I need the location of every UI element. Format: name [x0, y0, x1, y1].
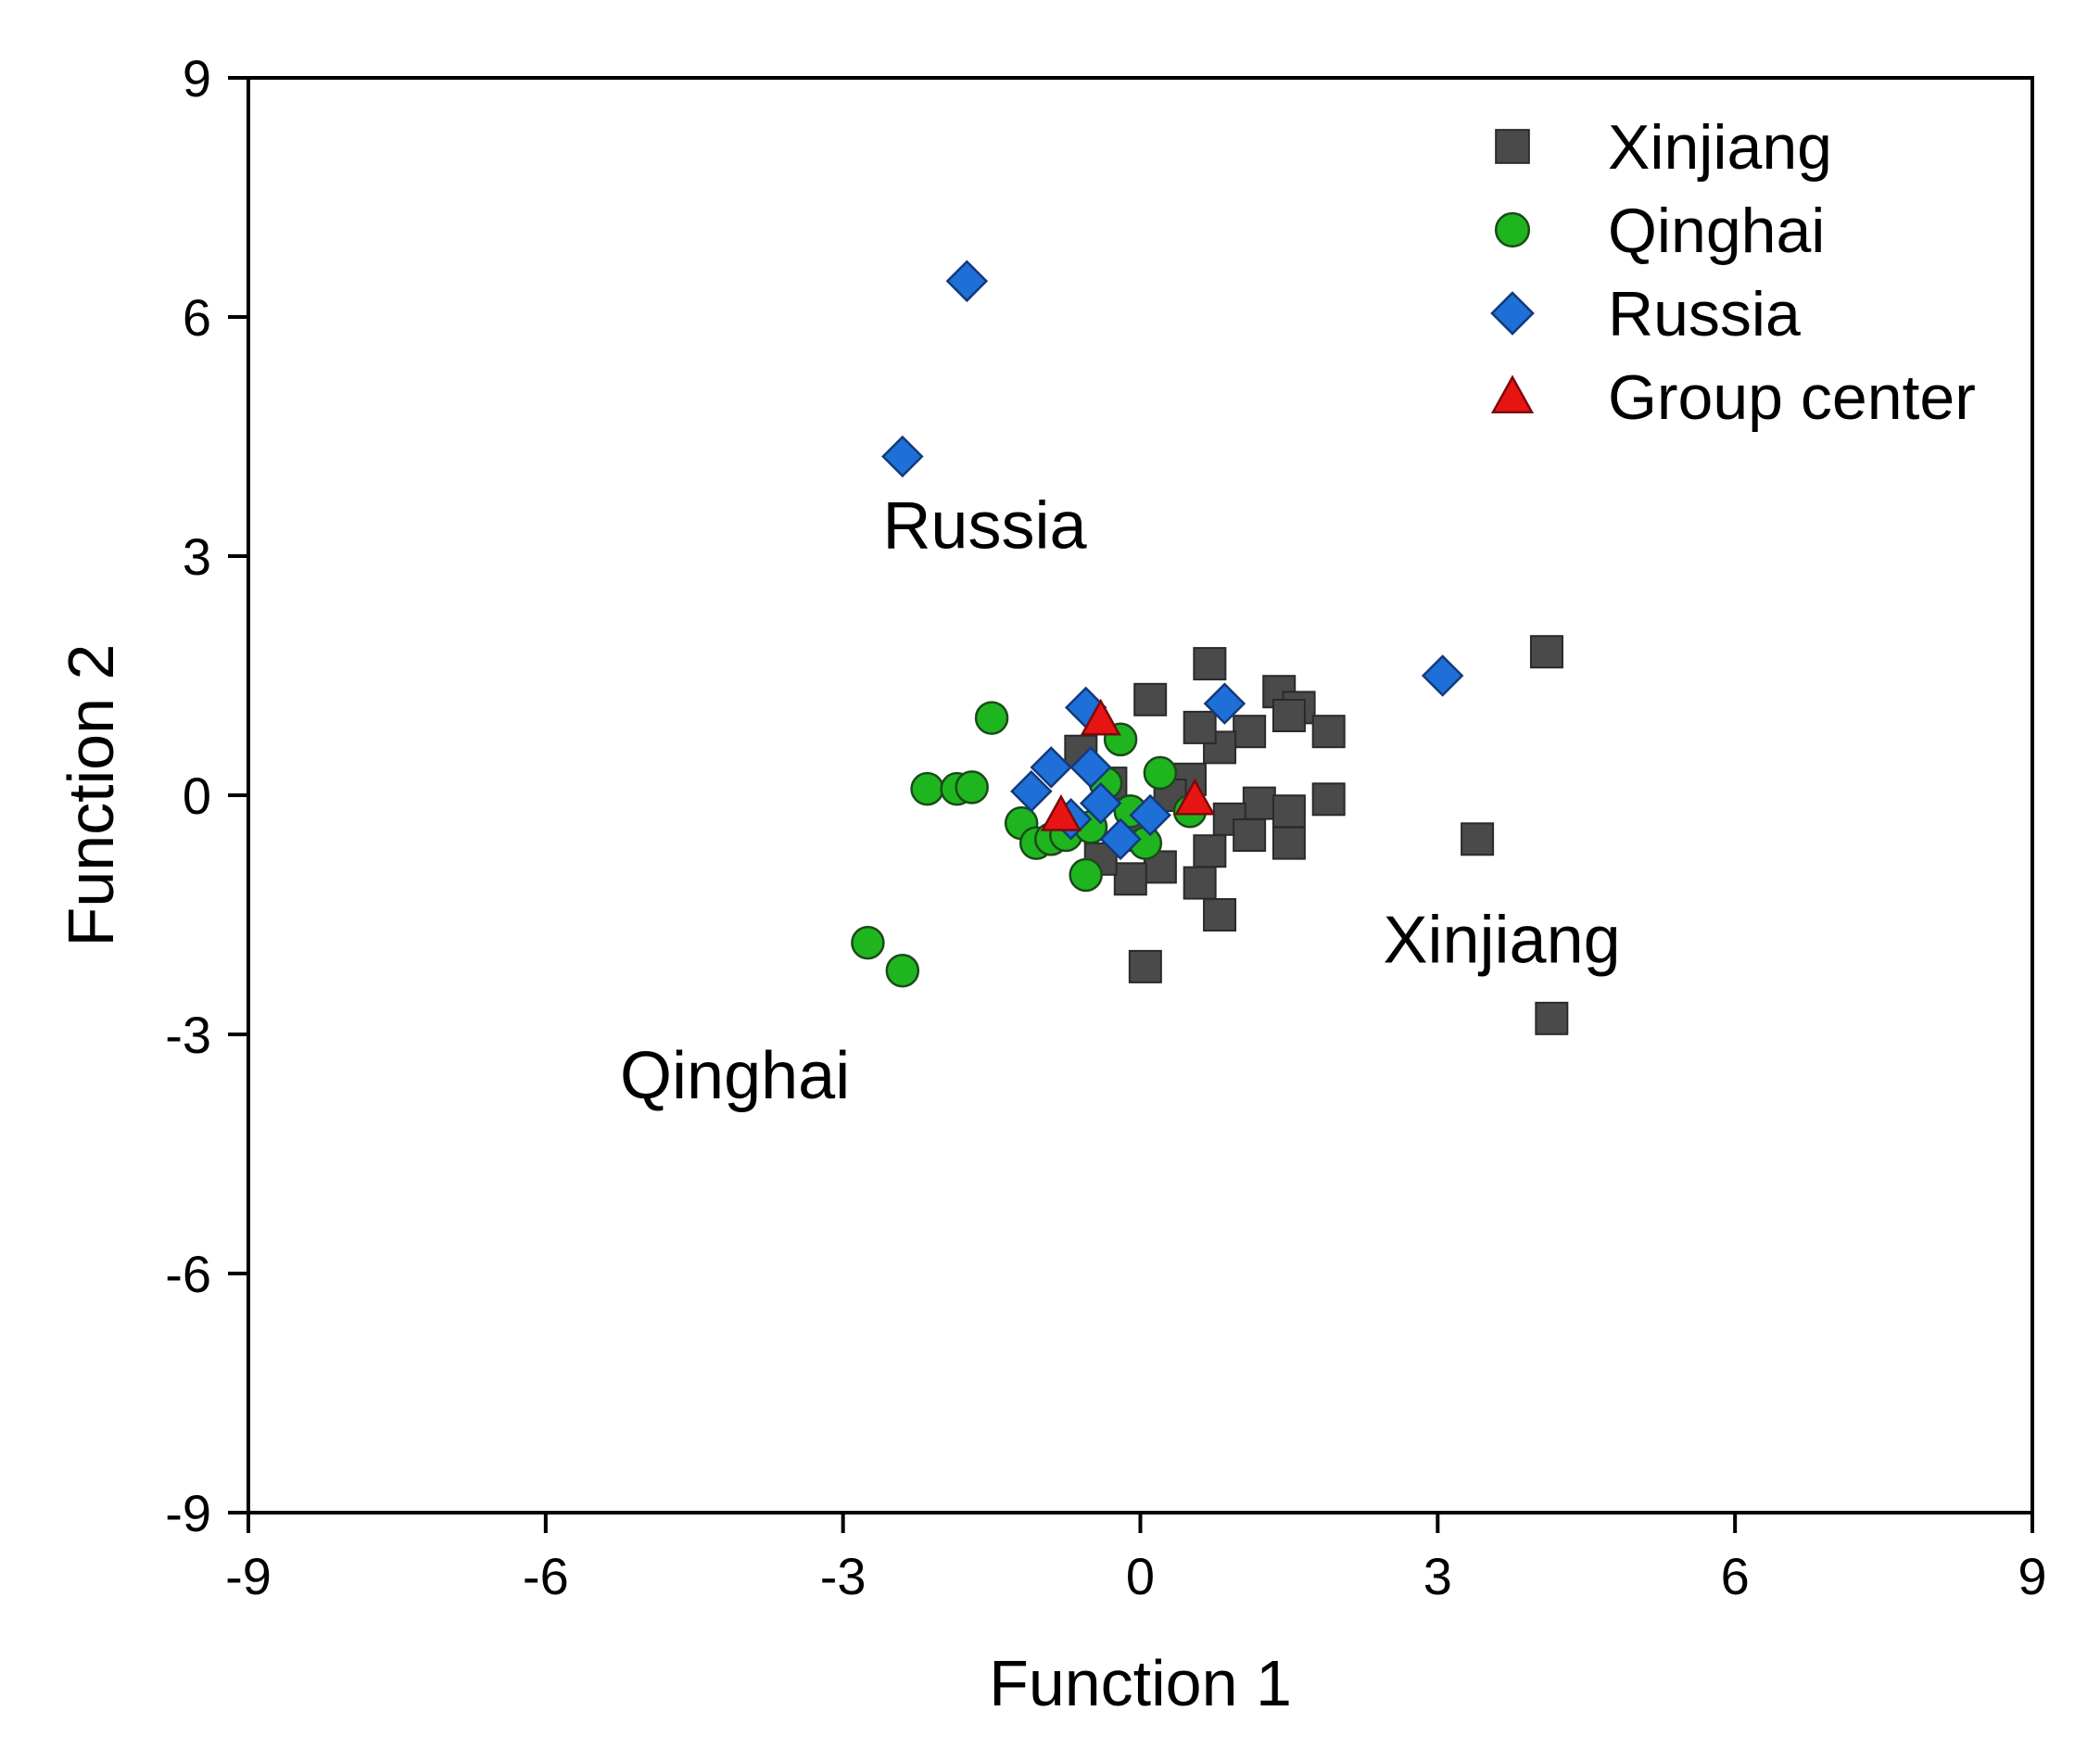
y-tick-label: 3 — [183, 527, 211, 586]
data-point-square — [1133, 682, 1168, 716]
data-point-triangle — [1080, 698, 1121, 736]
y-tick-label: 0 — [183, 767, 211, 825]
legend-label: Russia — [1608, 279, 1801, 349]
data-point-diamond — [1099, 817, 1142, 861]
annotations: Russia Xinjiang Qinghai — [620, 488, 1621, 1112]
data-point-square — [1183, 866, 1217, 900]
data-point-diamond — [945, 260, 989, 303]
data-point-square — [1233, 715, 1267, 749]
data-point-diamond — [1079, 781, 1122, 825]
legend-item: Qinghai — [1494, 196, 1825, 266]
x-tick-label: -3 — [820, 1547, 867, 1605]
data-point-circle — [974, 701, 1009, 735]
data-point-square — [1128, 949, 1162, 983]
y-tick-label: 6 — [183, 288, 211, 347]
legend: Xinjiang Qinghai Russia Group center — [1490, 112, 1976, 433]
data-point-diamond — [1421, 654, 1464, 697]
data-point-square — [1529, 635, 1563, 669]
legend-label: Xinjiang — [1608, 112, 1832, 183]
x-tick-label: -9 — [225, 1547, 272, 1605]
annotation-label: Qinghai — [620, 1039, 850, 1113]
y-tick-label: -6 — [165, 1245, 211, 1303]
data-point-square — [1311, 715, 1346, 749]
data-point-diamond — [1010, 769, 1053, 813]
legend-item: Group center — [1490, 362, 1976, 433]
legend-marker-circle — [1494, 211, 1531, 248]
legend-item: Russia — [1490, 279, 1801, 349]
data-point-square — [1203, 898, 1237, 932]
data-point-circle — [885, 953, 920, 988]
x-tick-label: -6 — [523, 1547, 569, 1605]
data-point-square — [1233, 818, 1267, 852]
data-point-circle — [910, 771, 944, 806]
data-point-diamond — [1203, 682, 1246, 725]
x-tick-label: 6 — [1721, 1547, 1750, 1605]
data-point-square — [1113, 862, 1147, 896]
data-point-square — [1535, 1001, 1569, 1035]
legend-marker-triangle — [1490, 374, 1535, 414]
x-tick-label: 3 — [1423, 1547, 1452, 1605]
data-point-circle — [851, 925, 885, 960]
y-axis-title: Function 2 — [55, 644, 127, 947]
series-russia — [881, 260, 1464, 861]
data-point-circle — [1143, 755, 1178, 791]
data-point-square — [1271, 794, 1306, 829]
data-point-square — [1461, 822, 1495, 856]
x-tick-label: 0 — [1126, 1547, 1155, 1605]
data-point-circle — [1069, 857, 1103, 893]
data-point-square — [1242, 786, 1276, 820]
legend-label: Qinghai — [1608, 196, 1825, 266]
legend-item: Xinjiang — [1495, 112, 1832, 183]
x-tick-label: 9 — [2018, 1547, 2046, 1605]
y-tick-label: -9 — [165, 1484, 211, 1542]
data-point-triangle — [1174, 778, 1216, 816]
data-point-circle — [955, 770, 989, 805]
data-point-triangle — [1040, 793, 1082, 831]
data-point-square — [1271, 826, 1306, 860]
series-group-center — [1040, 698, 1216, 831]
annotation-label: Xinjiang — [1384, 904, 1621, 978]
data-point-diamond — [881, 435, 924, 478]
legend-marker-square — [1495, 129, 1530, 164]
y-tick-label: 9 — [183, 49, 211, 108]
data-point-diamond — [1129, 793, 1171, 837]
data-point-square — [1193, 834, 1227, 868]
data-point-square — [1183, 710, 1217, 744]
axes: -9 -6 -3 0 3 6 9 9 6 3 0 -3 -6 -9 Function 1 Function 2 — [55, 49, 2047, 1719]
legend-label: Group center — [1608, 362, 1976, 433]
data-point-square — [1271, 699, 1306, 732]
series-qinghai — [851, 701, 1208, 988]
data-points — [851, 260, 1569, 1035]
x-axis-title: Function 1 — [989, 1647, 1292, 1719]
legend-marker-diamond — [1490, 291, 1535, 336]
data-point-square — [1193, 647, 1227, 681]
data-point-square — [1311, 782, 1346, 817]
data-point-diamond — [1030, 746, 1073, 789]
data-point-diamond — [1069, 746, 1112, 789]
annotation-label: Russia — [882, 488, 1087, 563]
y-tick-label: -3 — [165, 1006, 211, 1064]
